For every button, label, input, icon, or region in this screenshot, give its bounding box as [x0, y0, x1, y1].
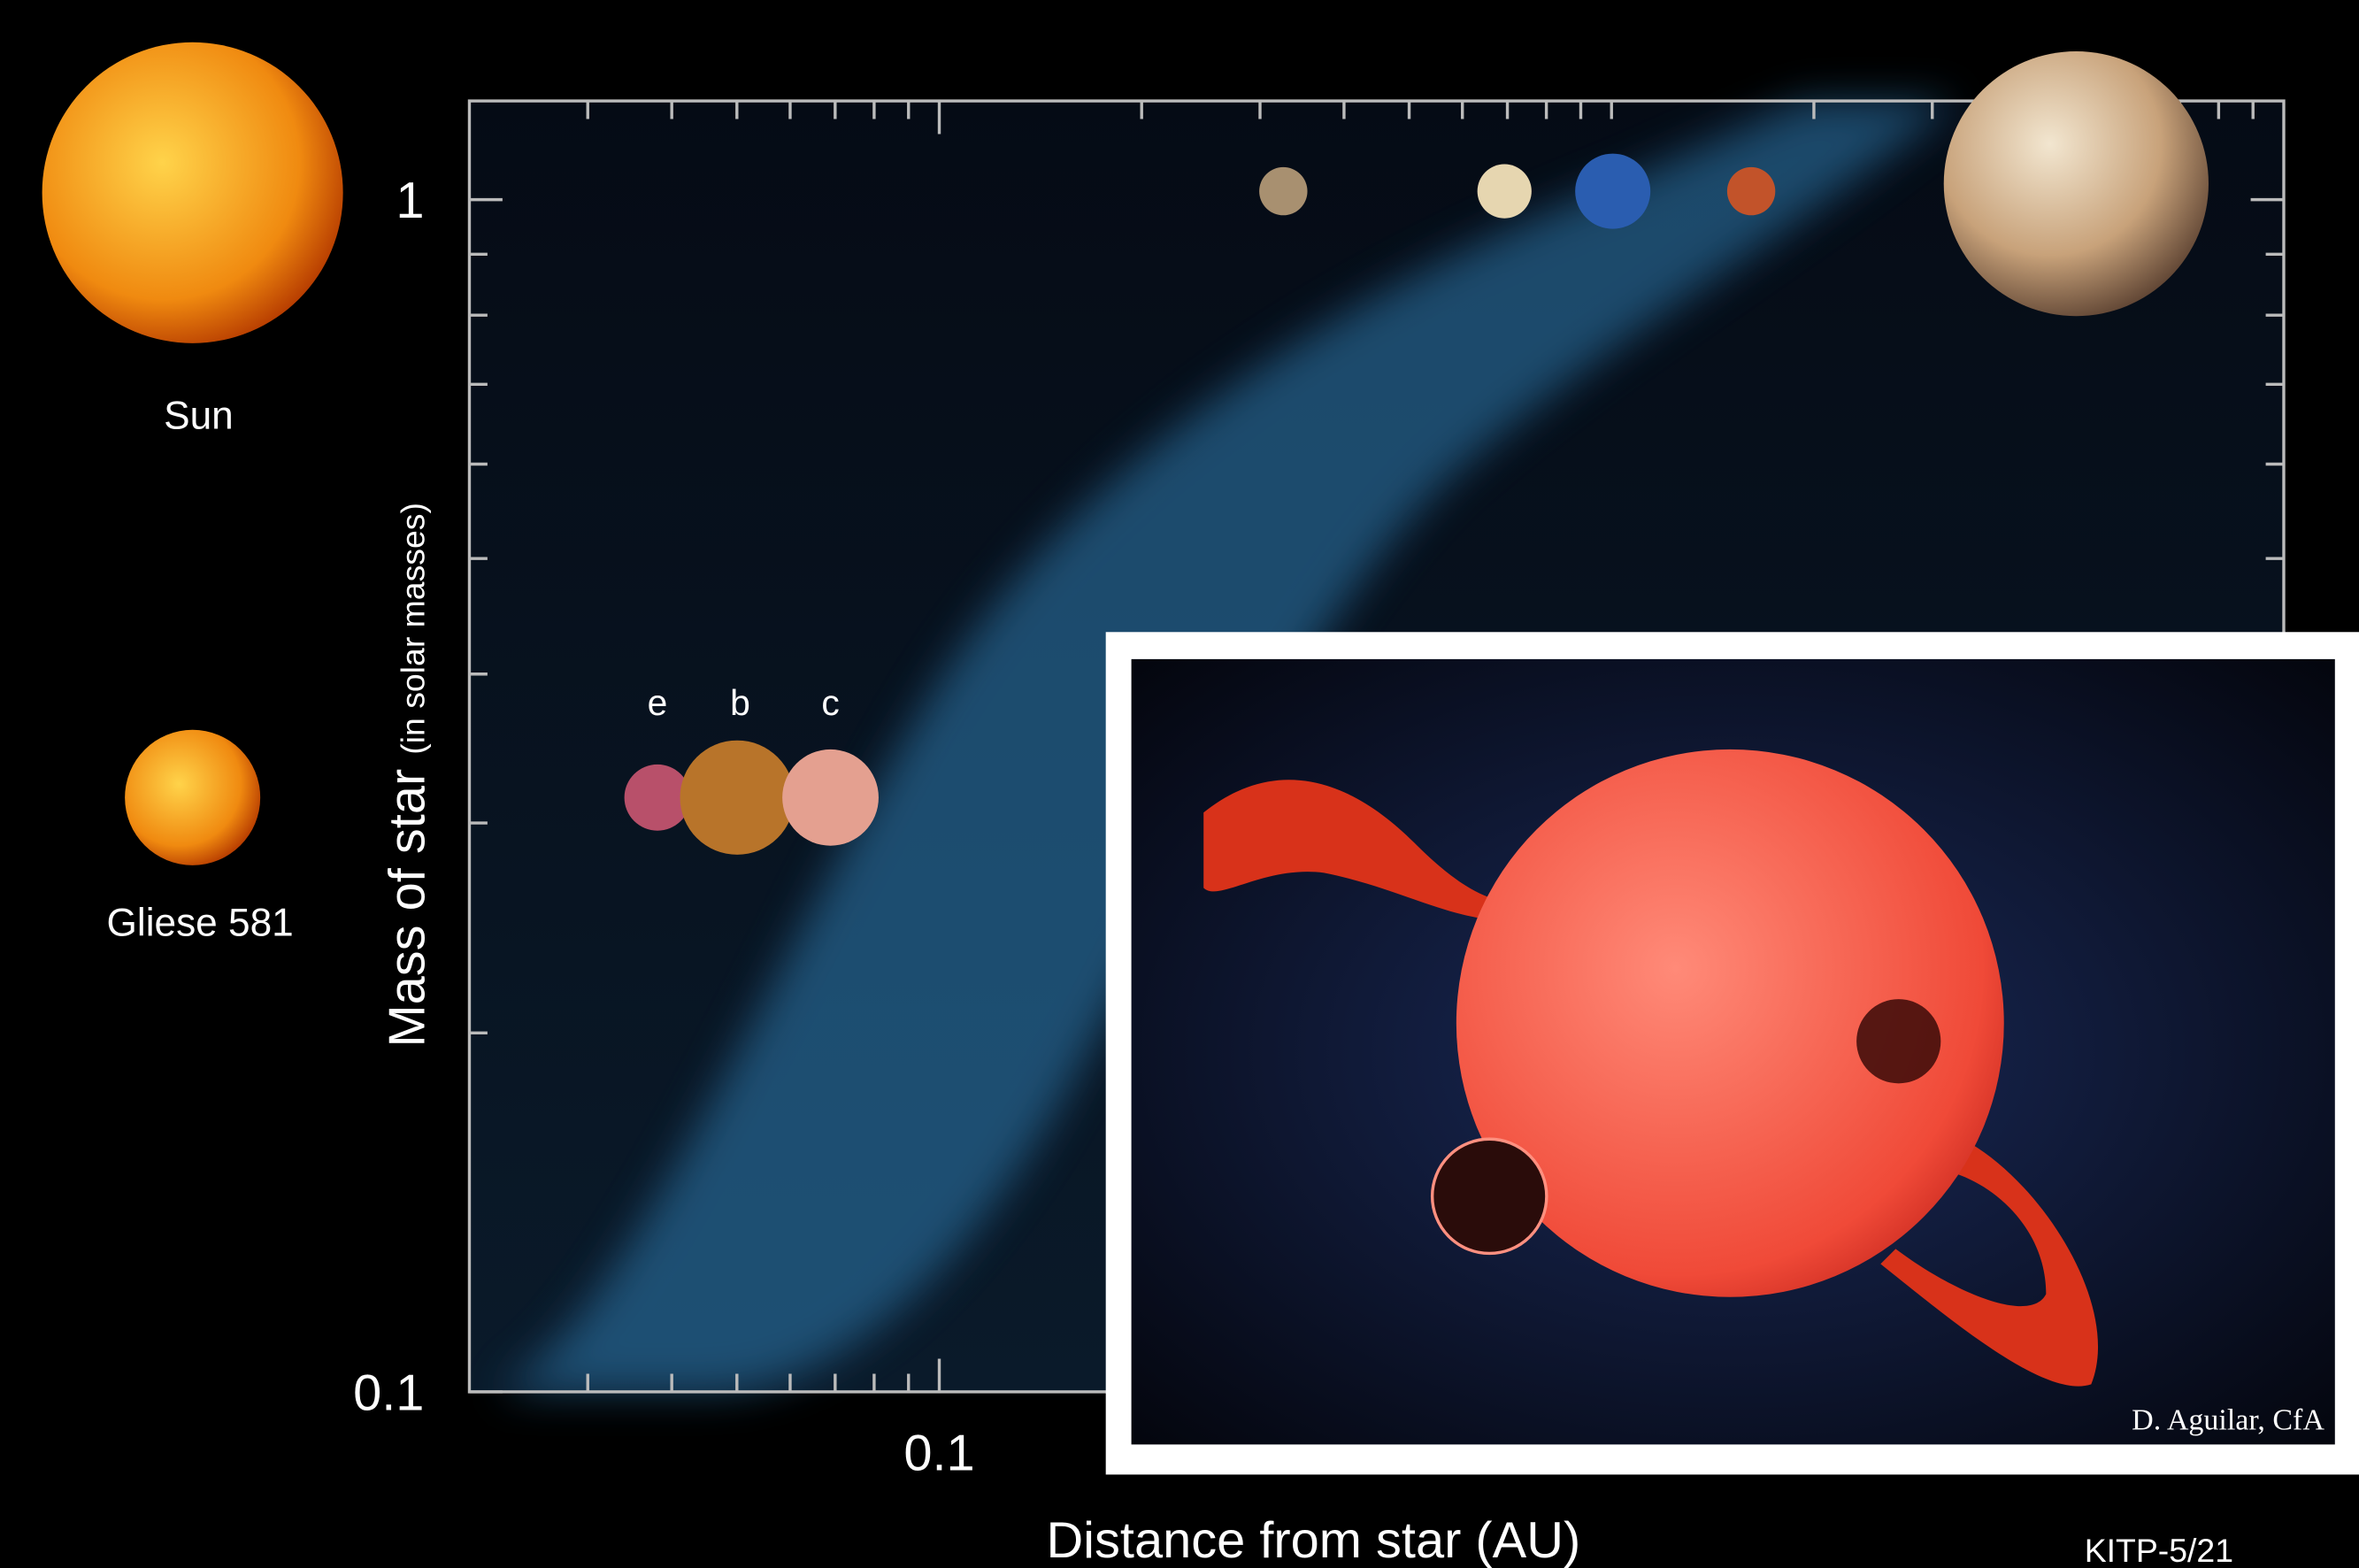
image-credit: D. Aguilar, CfA	[2132, 1403, 2324, 1436]
star-label: Sun	[164, 395, 234, 438]
gliese-image	[125, 729, 261, 865]
star-label: Gliese 581	[107, 902, 294, 945]
y-axis-label: Mass of star (in solar masses)	[379, 503, 435, 1047]
y-axis-title: Mass of star	[379, 769, 435, 1048]
mercury	[1259, 166, 1308, 216]
planet-c	[782, 749, 879, 846]
sun-image	[42, 42, 343, 343]
venus	[1477, 164, 1532, 219]
red-dwarf	[1456, 749, 2004, 1297]
exoplanet	[1430, 1137, 1548, 1256]
planet-b	[680, 740, 795, 855]
planet-label: e	[648, 682, 668, 723]
planet-label: b	[730, 682, 750, 723]
slide-footer: KITP-5/21	[2085, 1532, 2233, 1568]
flare	[1203, 780, 1520, 921]
jupiter	[1943, 50, 2209, 317]
x-tick-label: 0.1	[903, 1425, 974, 1481]
flare	[1880, 1143, 2099, 1387]
x-axis-label: Distance from star (AU)	[1046, 1512, 1580, 1568]
planet-e	[624, 764, 691, 831]
y-axis-note: (in solar masses)	[394, 503, 431, 755]
planet-label: c	[821, 682, 839, 723]
mars	[1726, 166, 1776, 216]
y-tick-label: 0.1	[353, 1364, 424, 1421]
earth	[1575, 153, 1651, 229]
y-tick-label: 1	[396, 173, 424, 229]
sunspot	[1856, 999, 1941, 1084]
